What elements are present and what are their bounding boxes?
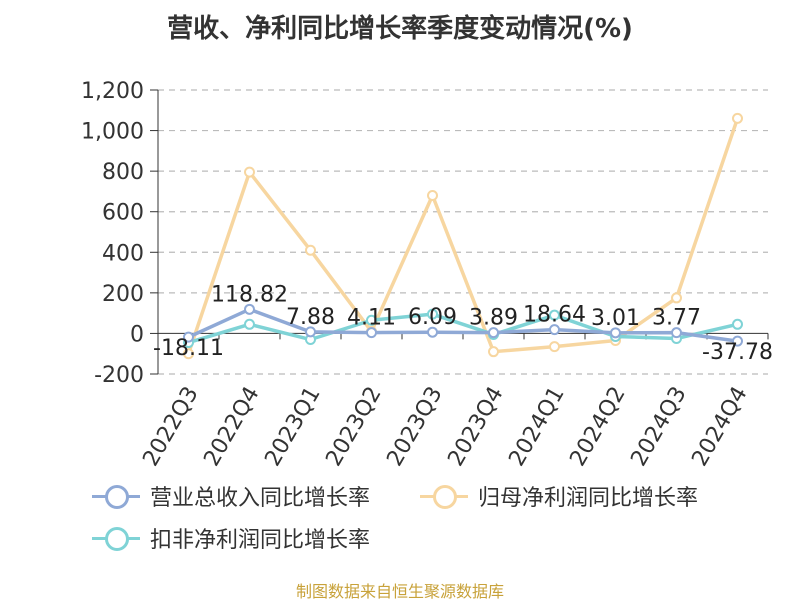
data-point-revenue xyxy=(244,303,255,315)
data-point-revenue xyxy=(610,327,621,339)
data-label-revenue: 3.01 xyxy=(591,306,640,331)
legend-swatch-net-profit xyxy=(420,484,468,509)
data-point-revenue xyxy=(732,335,743,347)
x-tick-label: 2024Q2 xyxy=(565,383,630,471)
data-point-revenue xyxy=(427,326,438,338)
y-tick-label: 1,200 xyxy=(81,79,144,104)
data-point-net-profit xyxy=(671,292,682,304)
data-point-net-profit xyxy=(549,341,560,353)
data-point-net-profit xyxy=(732,112,743,124)
y-tick-label: 800 xyxy=(102,160,144,185)
series-line-deducted-profit xyxy=(187,312,738,345)
data-label-revenue: 7.88 xyxy=(286,305,335,330)
data-point-deducted-profit xyxy=(366,314,377,326)
data-point-net-profit xyxy=(427,189,438,201)
legend-label-deducted-profit: 扣非净利润同比增长率 xyxy=(150,528,371,553)
data-point-revenue xyxy=(549,324,560,336)
y-tick-label: -200 xyxy=(94,363,144,388)
chart-title: 营收、净利同比增长率季度变动情况(%) xyxy=(167,14,633,44)
x-tick-label: 2022Q4 xyxy=(199,383,264,471)
x-tick-label: 2023Q4 xyxy=(443,383,508,471)
data-point-revenue xyxy=(366,327,377,339)
x-tick-label: 2023Q3 xyxy=(382,383,447,471)
data-label-revenue: -37.78 xyxy=(702,340,773,365)
y-tick-label: 1,000 xyxy=(81,120,144,145)
y-tick-label: 0 xyxy=(130,322,144,347)
x-tick-label: 2024Q3 xyxy=(626,383,691,471)
data-point-revenue xyxy=(671,327,682,339)
y-tick-label: 400 xyxy=(102,241,144,266)
legend-swatch-revenue xyxy=(92,484,140,509)
data-label-revenue: 3.77 xyxy=(652,306,701,331)
legend-item-net-profit[interactable]: 归母净利润同比增长率 xyxy=(420,480,698,512)
data-point-deducted-profit xyxy=(549,309,560,321)
legend-label-revenue: 营业总收入同比增长率 xyxy=(150,486,371,511)
x-tick-label: 2022Q3 xyxy=(138,383,203,471)
data-point-revenue xyxy=(488,327,499,339)
data-point-net-profit xyxy=(244,166,255,178)
legend-item-revenue[interactable]: 营业总收入同比增长率 xyxy=(92,480,370,512)
y-tick-label: 600 xyxy=(102,201,144,226)
data-point-revenue xyxy=(183,331,194,343)
data-point-net-profit xyxy=(305,244,316,256)
x-tick-label: 2024Q1 xyxy=(504,383,569,471)
data-label-revenue: 18.64 xyxy=(523,303,586,328)
series-line-net-profit xyxy=(186,117,740,355)
data-point-revenue xyxy=(305,326,316,338)
data-label-revenue: -18.11 xyxy=(153,336,224,361)
data-point-net-profit xyxy=(183,348,194,360)
y-tick-label: 200 xyxy=(102,282,144,307)
data-point-deducted-profit xyxy=(244,318,255,330)
data-point-deducted-profit xyxy=(427,308,438,320)
data-point-net-profit xyxy=(488,346,499,358)
x-tick-label: 2024Q4 xyxy=(687,383,752,471)
data-label-revenue: 3.89 xyxy=(469,306,518,331)
x-tick-label: 2023Q2 xyxy=(321,383,386,471)
x-tick-label: 2023Q1 xyxy=(260,383,325,471)
data-source-note: 制图数据来自恒生聚源数据库 xyxy=(295,582,504,601)
legend-item-deducted-profit[interactable]: 扣非净利润同比增长率 xyxy=(92,522,370,554)
data-point-deducted-profit xyxy=(732,318,743,330)
series-line-revenue xyxy=(187,307,738,343)
data-label-revenue: 118.82 xyxy=(211,282,288,307)
data-label-revenue: 6.09 xyxy=(408,305,457,330)
legend-label-net-profit: 归母净利润同比增长率 xyxy=(478,486,699,511)
data-label-revenue: 4.11 xyxy=(347,306,396,331)
legend-swatch-deducted-profit xyxy=(92,526,140,551)
